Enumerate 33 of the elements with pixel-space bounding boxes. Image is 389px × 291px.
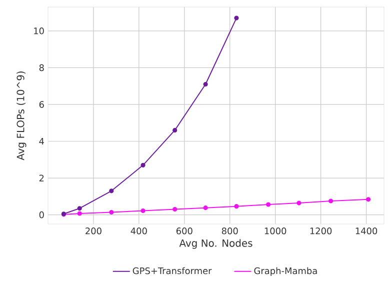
- y-tick-label: 0: [39, 211, 44, 218]
- point: [140, 208, 146, 214]
- point: [234, 16, 239, 20]
- point: [203, 206, 208, 210]
- point: [109, 188, 114, 194]
- x-axis-title: Avg No. Nodes: [179, 239, 252, 249]
- y-tick-label: 8: [39, 64, 44, 72]
- y-tick-label: 2: [39, 174, 44, 182]
- point: [140, 162, 146, 168]
- point: [203, 82, 208, 87]
- y-tick-label: 10: [34, 28, 44, 34]
- x-tick-label: 1000: [264, 228, 286, 234]
- point: [109, 210, 114, 215]
- point: [328, 198, 334, 204]
- y-tick-label: 4: [39, 138, 44, 145]
- point: [172, 128, 178, 133]
- x-tick-label: 200: [86, 228, 102, 234]
- point: [366, 197, 371, 202]
- point: [266, 202, 271, 207]
- point: [234, 204, 239, 209]
- legend-label: GPS+Transformer: [132, 267, 212, 274]
- legend-label: Graph-Mamba: [254, 267, 317, 276]
- point: [172, 206, 178, 212]
- y-tick-label: 6: [39, 101, 44, 108]
- y-axis-title: Avg FLOPs (10^9): [16, 72, 26, 160]
- x-tick-label: 800: [222, 228, 238, 234]
- x-tick-label: 400: [130, 228, 147, 234]
- point: [77, 206, 82, 211]
- point: [77, 211, 82, 216]
- x-tick-label: 600: [176, 228, 192, 234]
- point: [296, 200, 302, 206]
- x-tick-label: 1400: [356, 228, 378, 234]
- x-tick-label: 1200: [310, 228, 332, 234]
